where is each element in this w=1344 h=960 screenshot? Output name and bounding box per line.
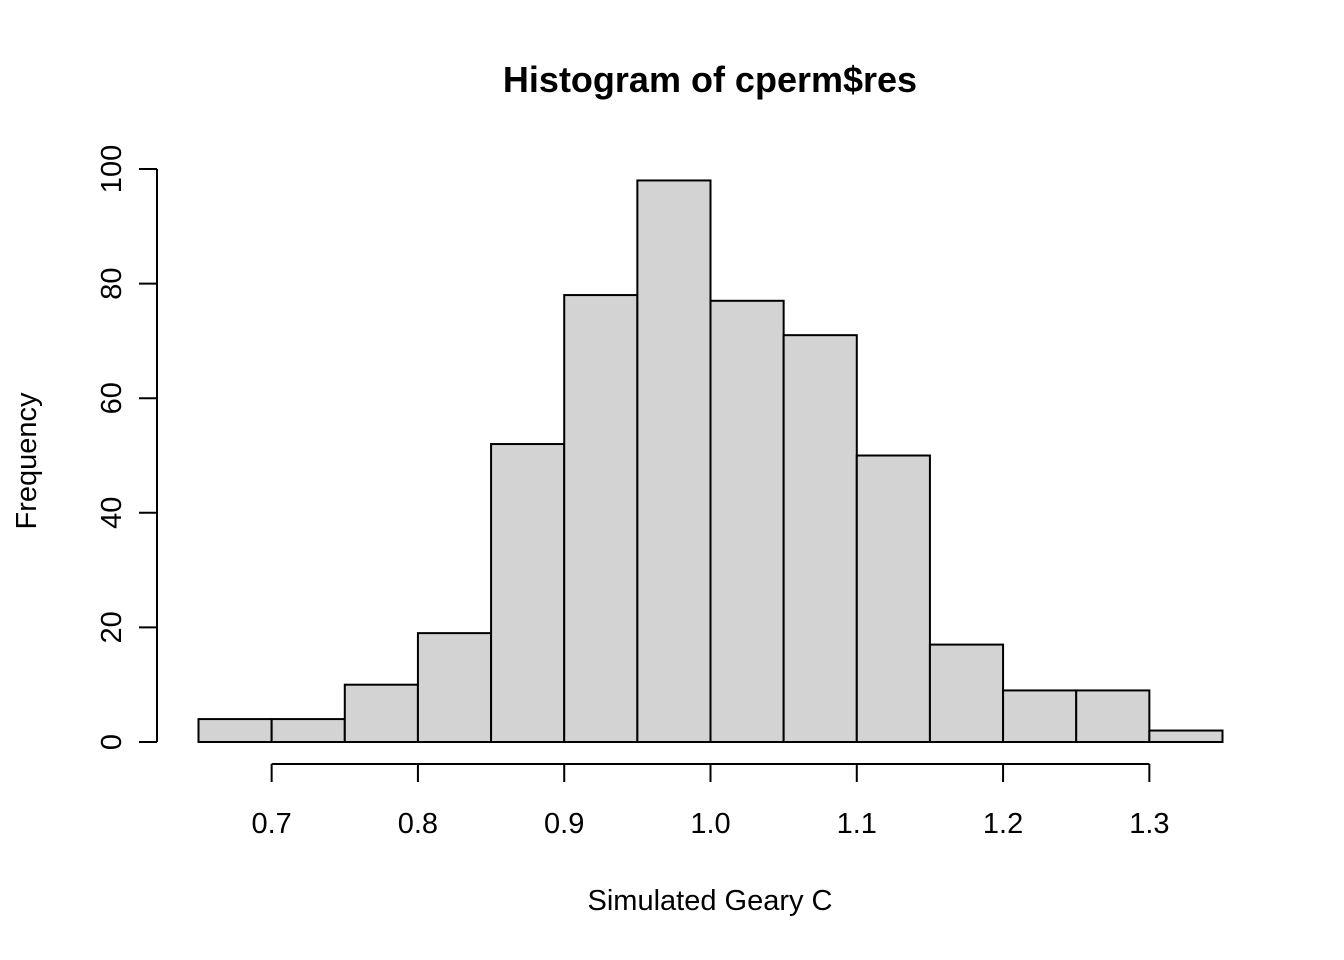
histogram-bar-7	[636, 179, 712, 743]
x-axis: 0.7 0.8 0.9 1.0 1.1 1.2 1.3	[251, 763, 1170, 840]
x-tick-label-1.1: 1.1	[837, 808, 877, 840]
histogram-bar-12	[1002, 689, 1078, 743]
y-axis: 0 20 40 60 80 100	[96, 145, 158, 750]
x-tick-label-1.2: 1.2	[983, 808, 1023, 840]
y-tick-label-20: 20	[96, 611, 128, 643]
histogram-bar-2	[270, 718, 346, 744]
histogram-bar-6	[563, 294, 639, 743]
histogram-bars	[197, 179, 1224, 744]
histogram-bar-9	[782, 334, 858, 743]
histogram-bar-11	[928, 643, 1005, 744]
x-tick-label-1.0: 1.0	[690, 808, 730, 840]
y-tick-label-0: 0	[96, 734, 128, 750]
histogram-bar-1	[197, 718, 273, 744]
histogram-bar-3	[343, 683, 419, 744]
x-tick-label-0.8: 0.8	[398, 808, 438, 840]
chart-title: Histogram of cperm$res	[503, 59, 917, 100]
histogram-bar-4	[416, 632, 493, 744]
histogram-bar-8	[709, 299, 785, 743]
x-tick-label-0.7: 0.7	[251, 808, 291, 840]
y-tick-label-40: 40	[96, 497, 128, 529]
y-axis-label: Frequency	[11, 392, 43, 530]
histogram-bar-5	[490, 443, 566, 743]
y-tick-label-80: 80	[96, 267, 128, 299]
y-tick-label-60: 60	[96, 382, 128, 414]
histogram-bar-13	[1075, 689, 1151, 743]
x-axis-label: Simulated Geary C	[588, 885, 833, 917]
y-tick-label-100: 100	[96, 145, 128, 193]
histogram-bar-14	[1148, 729, 1224, 743]
x-tick-label-0.9: 0.9	[544, 808, 584, 840]
x-tick-label-1.3: 1.3	[1129, 808, 1169, 840]
histogram-bar-10	[855, 454, 931, 743]
